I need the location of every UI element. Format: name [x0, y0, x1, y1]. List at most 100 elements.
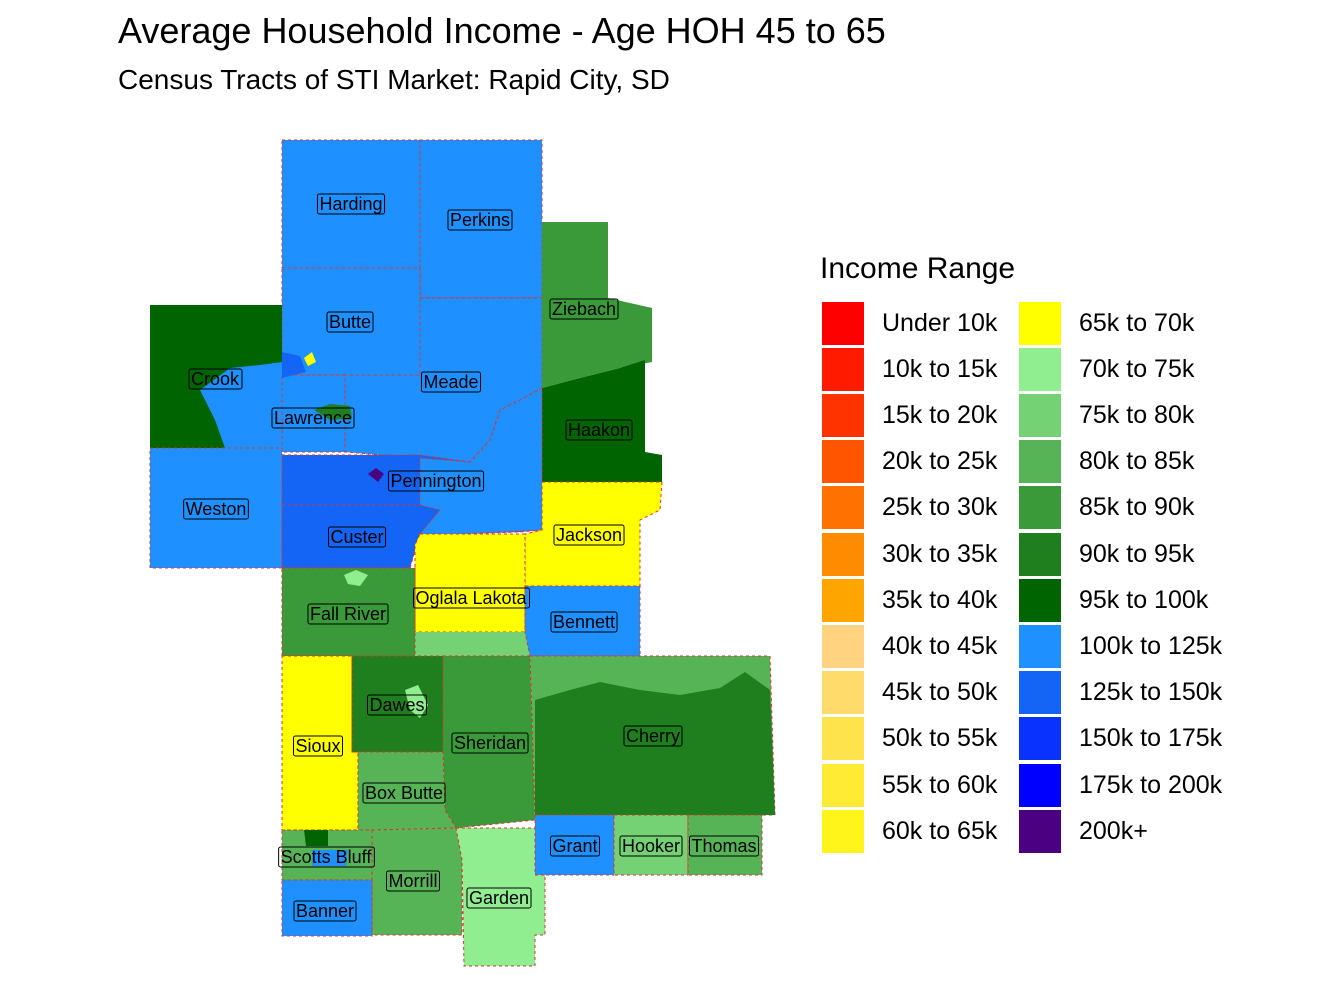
county-label-text: Haakon — [568, 420, 630, 440]
county-haakon[interactable] — [542, 360, 662, 482]
legend-item: 25k to 30k — [822, 485, 997, 531]
legend-label: 200k+ — [1079, 816, 1148, 845]
legend-label: 150k to 175k — [1079, 724, 1223, 753]
legend-swatch — [822, 624, 864, 668]
county-label-box — [688, 835, 760, 857]
county-oglala-lakota[interactable] — [414, 533, 526, 633]
legend-label: 175k to 200k — [1079, 770, 1223, 799]
county-label-box — [278, 846, 375, 868]
county-label-text: Meade — [423, 372, 478, 392]
legend-item: 70k to 75k — [1019, 346, 1194, 392]
tract-fall-river-light — [344, 570, 368, 586]
county-label-box — [188, 368, 243, 390]
county-label-text: Thomas — [691, 836, 756, 856]
legend-label: 15k to 20k — [882, 400, 998, 429]
legend-item: 15k to 20k — [822, 392, 997, 438]
legend-item: 90k to 95k — [1019, 531, 1194, 577]
legend-item: 150k to 175k — [1019, 716, 1222, 762]
county-label-text: Sheridan — [454, 733, 526, 753]
legend-label: 10k to 15k — [882, 354, 998, 383]
legend-item: 10k to 15k — [822, 346, 997, 392]
county-label-box — [386, 870, 440, 892]
county-label-perkins: Perkins — [447, 209, 513, 231]
county-label-text: Morrill — [389, 871, 438, 891]
county-label-text: Pennington — [390, 471, 481, 491]
legend-label: 125k to 150k — [1079, 678, 1223, 707]
county-custer[interactable] — [281, 504, 441, 569]
county-label-text: Cherry — [626, 726, 680, 746]
county-label-sioux: Sioux — [292, 735, 344, 757]
county-label-fall-river: Fall River — [307, 603, 389, 625]
county-label-oglala-lakota: Oglala Lakota — [412, 587, 531, 609]
county-label-box — [316, 193, 386, 215]
legend-item: 55k to 60k — [822, 762, 997, 808]
county-garden[interactable] — [455, 827, 546, 967]
legend-swatch — [1019, 763, 1061, 807]
county-label-box — [271, 407, 355, 429]
legend-swatch — [1019, 347, 1061, 391]
legend-item: 125k to 150k — [1019, 670, 1222, 716]
county-label-text: Ziebach — [552, 299, 616, 319]
county-banner[interactable] — [281, 879, 373, 937]
county-label-harding: Harding — [316, 193, 386, 215]
cherry-south-tract — [535, 672, 775, 815]
county-label-scotts-bluff: Scotts Bluff — [278, 846, 375, 868]
county-label-box — [183, 498, 249, 520]
county-label-garden: Garden — [466, 887, 532, 909]
legend-swatch — [1019, 717, 1061, 761]
legend-swatch — [822, 578, 864, 622]
legend-swatch — [822, 486, 864, 530]
county-label-box — [307, 603, 389, 625]
county-label-cherry: Cherry — [623, 725, 683, 747]
legend-label: 85k to 90k — [1079, 493, 1195, 522]
county-label-box — [549, 298, 619, 320]
county-morrill[interactable] — [371, 827, 463, 936]
county-label-text: Scotts Bluff — [281, 847, 373, 867]
county-label-meade: Meade — [420, 371, 482, 393]
legend-swatch — [1019, 393, 1061, 437]
county-label-box — [451, 732, 529, 754]
county-label-bennett: Bennett — [550, 611, 618, 633]
legend-item: 60k to 65k — [822, 808, 997, 854]
legend-label: 70k to 75k — [1079, 354, 1195, 383]
county-label-text: Garden — [469, 888, 529, 908]
county-ziebach[interactable] — [542, 222, 652, 388]
county-meade[interactable] — [344, 297, 543, 463]
legend-label: 100k to 125k — [1079, 631, 1223, 660]
legend-label: 80k to 85k — [1079, 447, 1195, 476]
legend-label: 65k to 70k — [1079, 308, 1195, 337]
legend-label: 35k to 40k — [882, 585, 998, 614]
legend-swatch — [822, 347, 864, 391]
legend-item: Under 10k — [822, 300, 997, 346]
legend-item: 50k to 55k — [822, 716, 997, 762]
legend-swatch — [1019, 301, 1061, 345]
county-butte[interactable] — [281, 267, 421, 376]
county-label-hooker: Hooker — [619, 835, 683, 857]
county-perkins[interactable] — [419, 139, 543, 299]
county-label-text: Weston — [186, 499, 247, 519]
county-thomas[interactable] — [687, 814, 763, 876]
county-label-box — [619, 835, 683, 857]
county-fall-river[interactable] — [281, 567, 416, 657]
county-label-box — [420, 371, 482, 393]
county-lawrence[interactable] — [281, 374, 346, 453]
county-label-jackson: Jackson — [553, 524, 625, 546]
tract-scotts-bluff-dark — [304, 830, 328, 846]
legend-label: 50k to 55k — [882, 724, 998, 753]
legend-label: 40k to 45k — [882, 631, 998, 660]
county-label-text: Harding — [319, 194, 382, 214]
county-label-haakon: Haakon — [565, 419, 633, 441]
tract-scotts-bluff-blue — [312, 850, 348, 866]
legend-item: 35k to 40k — [822, 577, 997, 623]
legend-label: 20k to 25k — [882, 447, 998, 476]
county-label-text: Crook — [191, 369, 240, 389]
legend-label: 60k to 65k — [882, 816, 998, 845]
county-label-banner: Banner — [293, 900, 357, 922]
legend-item: 95k to 100k — [1019, 577, 1208, 623]
crook-tract-blue — [200, 362, 282, 448]
legend-item: 175k to 200k — [1019, 762, 1222, 808]
county-label-text: Perkins — [450, 210, 510, 230]
county-label-text: Box Butte — [365, 783, 443, 803]
legend-swatch — [822, 671, 864, 715]
legend-item: 200k+ — [1019, 808, 1148, 854]
